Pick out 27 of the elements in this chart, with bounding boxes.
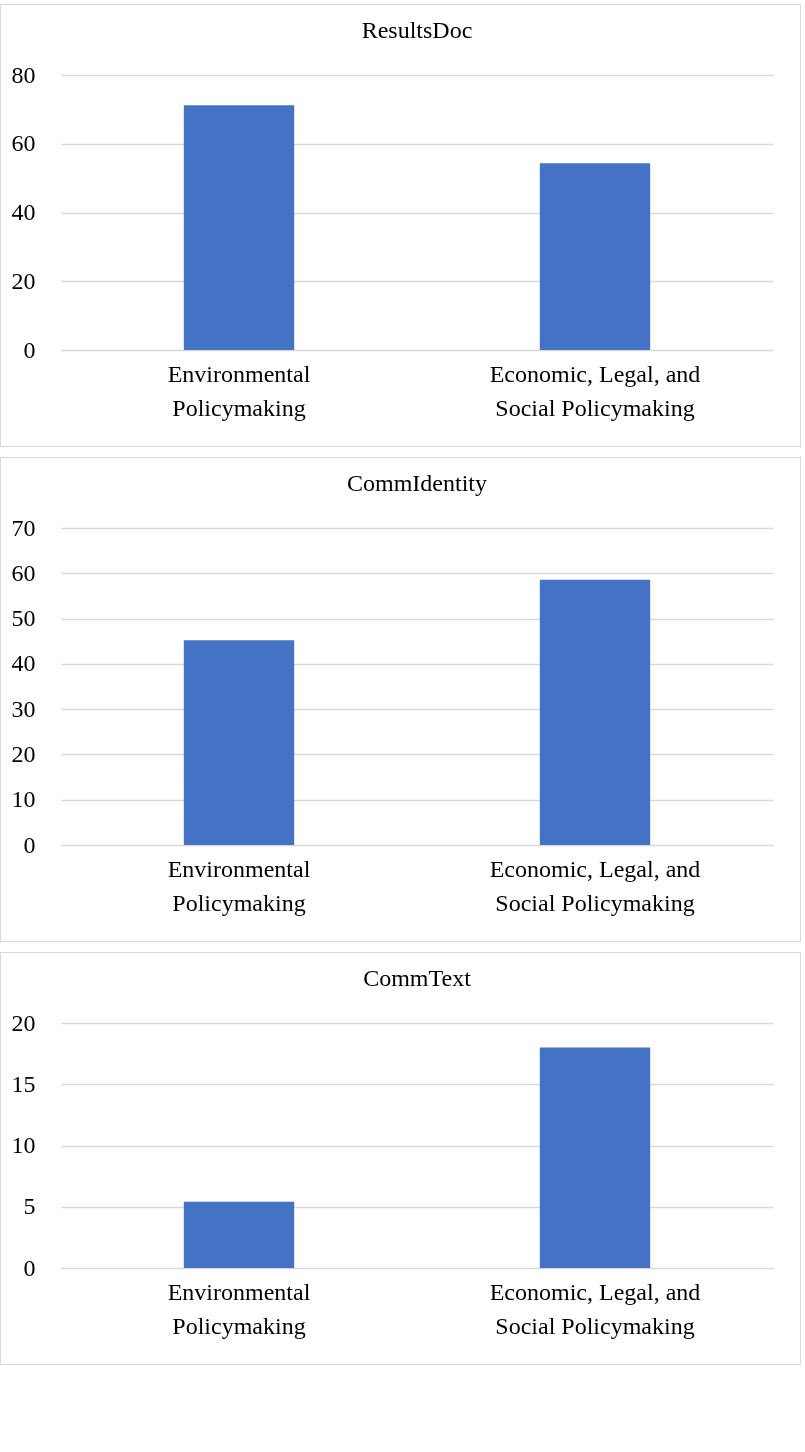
y-tick-label: 10: [11, 1132, 36, 1158]
y-tick-label: 80: [11, 61, 36, 88]
y-tick-label: 60: [11, 130, 36, 157]
y-tick-label: 20: [11, 1009, 36, 1036]
y-tick-label: 0: [23, 336, 36, 363]
chart-title: CommIdentity: [347, 470, 487, 496]
y-tick-label: 0: [23, 1254, 36, 1281]
y-tick-label: 15: [11, 1070, 36, 1097]
x-tick-label: Economic, Legal, and Social Policymaking: [489, 1278, 701, 1339]
y-tick-label: 40: [11, 199, 36, 225]
y-tick-label: 20: [11, 740, 36, 767]
chart-title: CommText: [363, 965, 472, 991]
y-tick-label: 70: [11, 514, 36, 541]
y-tick-label: 50: [11, 605, 36, 632]
y-tick-label: 40: [11, 650, 36, 677]
x-tick-label: Environmental Policymaking: [167, 360, 311, 421]
y-tick-label: 30: [11, 695, 36, 722]
chart-title: ResultsDoc: [361, 17, 473, 43]
y-tick-label: 60: [11, 559, 36, 586]
x-tick-label: Economic, Legal, and Social Policymaking: [489, 855, 701, 916]
y-tick-label: 20: [11, 267, 36, 294]
y-tick-label: 10: [11, 786, 36, 813]
x-tick-label: Environmental Policymaking: [167, 1278, 311, 1339]
x-tick-label: Environmental Policymaking: [167, 855, 311, 916]
y-tick-label: 0: [23, 831, 36, 858]
y-tick-label: 5: [23, 1193, 36, 1220]
x-tick-label: Economic, Legal, and Social Policymaking: [489, 360, 701, 421]
